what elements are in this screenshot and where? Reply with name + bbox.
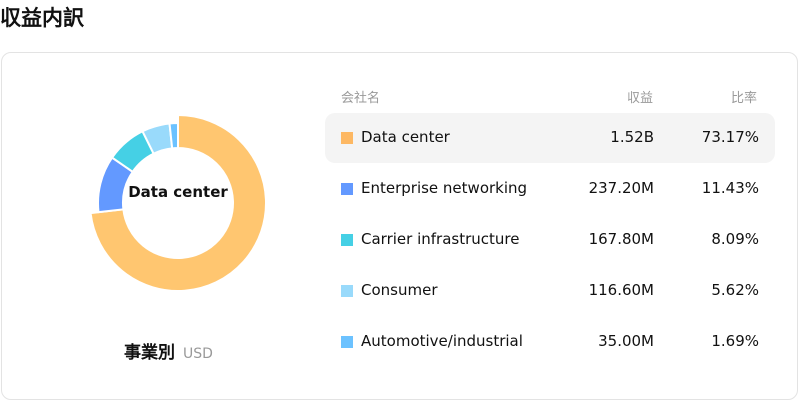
donut-chart — [89, 113, 267, 292]
header-ratio: 比率 — [731, 91, 758, 106]
segment-row[interactable]: Enterprise networking 237.20M 11.43% — [325, 164, 775, 214]
segment-row[interactable]: Carrier infrastructure 167.80M 8.09% — [325, 215, 775, 265]
segment-revenue: 1.52B — [610, 128, 654, 146]
segment-name: Data center — [361, 128, 450, 146]
color-swatch — [341, 285, 353, 297]
caption-text: 事業別 — [124, 343, 175, 363]
currency-unit: USD — [183, 346, 213, 362]
header-name: 会社名 — [341, 91, 381, 106]
segment-name: Automotive/industrial — [361, 332, 523, 350]
segment-revenue: 167.80M — [588, 230, 654, 248]
color-swatch — [341, 132, 353, 144]
segment-revenue: 35.00M — [598, 332, 654, 350]
segment-name: Enterprise networking — [361, 179, 528, 197]
donut-slice[interactable] — [89, 113, 267, 292]
color-swatch — [341, 234, 353, 246]
segment-row[interactable]: Automotive/industrial 35.00M 1.69% — [325, 317, 775, 367]
donut-slice[interactable] — [168, 121, 179, 150]
segment-ratio: 11.43% — [701, 179, 759, 197]
segment-ratio: 5.62% — [711, 281, 759, 299]
segment-name: Consumer — [361, 281, 438, 299]
segment-row[interactable]: Data center 1.52B 73.17% — [325, 113, 775, 163]
color-swatch — [341, 336, 353, 348]
segment-revenue: 116.60M — [588, 281, 654, 299]
revenue-breakdown-card — [1, 52, 798, 400]
donut-center-label: Data center — [128, 183, 228, 201]
header-revenue: 収益 — [627, 91, 654, 106]
segment-row[interactable]: Consumer 116.60M 5.62% — [325, 266, 775, 316]
segment-ratio: 1.69% — [711, 332, 759, 350]
segment-ratio: 73.17% — [701, 128, 759, 146]
color-swatch — [341, 183, 353, 195]
segment-revenue: 237.20M — [588, 179, 654, 197]
page-title: 収益内訳 — [0, 6, 84, 30]
segment-name: Carrier infrastructure — [361, 230, 520, 248]
segment-ratio: 8.09% — [711, 230, 759, 248]
chart-caption: 事業別 USD — [124, 338, 213, 363]
